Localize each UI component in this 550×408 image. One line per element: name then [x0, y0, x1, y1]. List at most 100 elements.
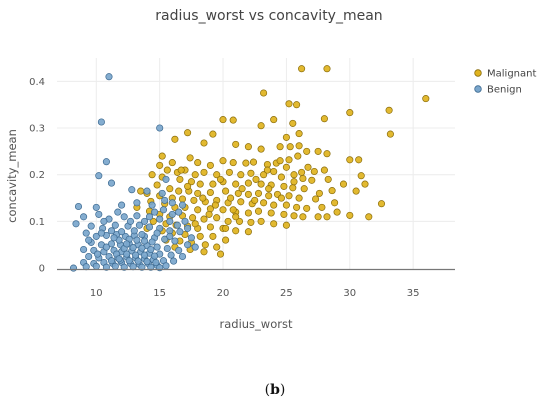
point-benign	[181, 217, 189, 225]
point-benign	[145, 213, 154, 221]
point-malignant	[232, 140, 240, 148]
point-malignant	[156, 161, 164, 169]
point-malignant	[209, 232, 217, 240]
point-malignant	[232, 227, 240, 235]
point-malignant	[244, 179, 252, 187]
point-malignant	[276, 157, 284, 165]
point-malignant	[290, 171, 298, 179]
point-malignant	[158, 152, 166, 160]
point-malignant	[361, 180, 369, 188]
point-malignant	[213, 171, 221, 179]
point-benign	[123, 250, 131, 258]
point-benign	[102, 263, 110, 271]
point-benign	[138, 230, 146, 239]
point-benign	[162, 175, 170, 183]
point-malignant	[298, 168, 306, 176]
point-malignant	[270, 220, 278, 228]
point-benign	[138, 244, 146, 252]
point-malignant	[166, 185, 174, 193]
legend-item-benign[interactable]: Benign	[474, 85, 522, 96]
point-malignant	[237, 198, 245, 206]
point-malignant	[244, 190, 252, 198]
point-benign	[130, 227, 138, 235]
point-benign	[143, 258, 151, 266]
point-malignant	[211, 201, 219, 209]
point-malignant	[200, 215, 208, 223]
point-malignant	[213, 214, 221, 222]
point-malignant	[277, 194, 285, 202]
point-benign	[151, 208, 159, 216]
point-malignant	[289, 184, 297, 192]
point-benign	[74, 202, 83, 211]
point-malignant	[257, 180, 265, 188]
point-benign	[191, 243, 199, 251]
point-benign	[140, 217, 149, 225]
point-malignant	[295, 130, 303, 138]
point-malignant	[163, 166, 171, 174]
point-malignant	[289, 119, 297, 127]
point-benign	[102, 158, 110, 166]
legend-item-malignant[interactable]: Malignant	[474, 69, 537, 80]
point-benign	[148, 238, 156, 246]
point-benign	[153, 243, 161, 251]
x-tick-label: 15	[153, 288, 166, 299]
point-benign	[120, 263, 128, 271]
point-malignant	[199, 194, 207, 202]
point-benign	[159, 206, 168, 214]
point-malignant	[276, 143, 284, 151]
point-malignant	[257, 217, 265, 225]
point-benign	[147, 263, 155, 271]
point-benign	[133, 212, 141, 220]
point-malignant	[229, 206, 237, 214]
point-malignant	[282, 201, 290, 209]
point-malignant	[267, 209, 275, 217]
point-benign	[167, 251, 175, 259]
point-malignant	[222, 236, 230, 244]
point-malignant	[299, 174, 307, 183]
point-malignant	[365, 213, 373, 221]
point-benign	[80, 245, 88, 254]
point-benign	[107, 257, 116, 265]
caption-close-paren: )	[279, 382, 286, 398]
point-benign	[105, 73, 113, 81]
y-tick-label: 0.2	[29, 170, 45, 181]
chart-title: radius_worst vs concavity_mean	[155, 8, 382, 24]
point-benign	[143, 187, 151, 195]
point-malignant	[324, 175, 332, 183]
point-malignant	[219, 157, 227, 165]
point-malignant	[177, 166, 185, 174]
x-tick-label: 25	[280, 288, 293, 299]
point-malignant	[205, 210, 213, 218]
point-malignant	[225, 168, 233, 176]
point-malignant	[270, 167, 278, 176]
point-malignant	[206, 188, 214, 197]
point-malignant	[238, 185, 246, 193]
point-benign	[171, 237, 179, 245]
legend-label-benign: Benign	[487, 85, 522, 96]
point-benign	[158, 189, 166, 197]
point-malignant	[331, 199, 339, 207]
point-malignant	[200, 168, 208, 176]
point-malignant	[229, 159, 237, 167]
point-malignant	[242, 159, 250, 167]
point-benign	[170, 257, 178, 265]
point-benign	[138, 263, 146, 271]
point-malignant	[265, 185, 273, 193]
point-malignant	[168, 159, 176, 167]
y-axis-label: concavity_mean	[5, 129, 19, 223]
point-malignant	[227, 194, 235, 202]
point-benign	[115, 255, 123, 263]
point-malignant	[219, 206, 227, 214]
point-benign	[92, 262, 100, 270]
point-benign	[97, 118, 105, 126]
point-benign	[166, 232, 174, 240]
point-malignant	[304, 163, 312, 171]
point-benign	[126, 217, 135, 225]
point-malignant	[222, 224, 230, 232]
point-malignant	[194, 159, 202, 167]
point-malignant	[196, 180, 204, 188]
point-malignant	[237, 171, 245, 179]
point-malignant	[187, 178, 195, 186]
point-benign	[162, 262, 170, 270]
point-benign	[107, 227, 116, 235]
